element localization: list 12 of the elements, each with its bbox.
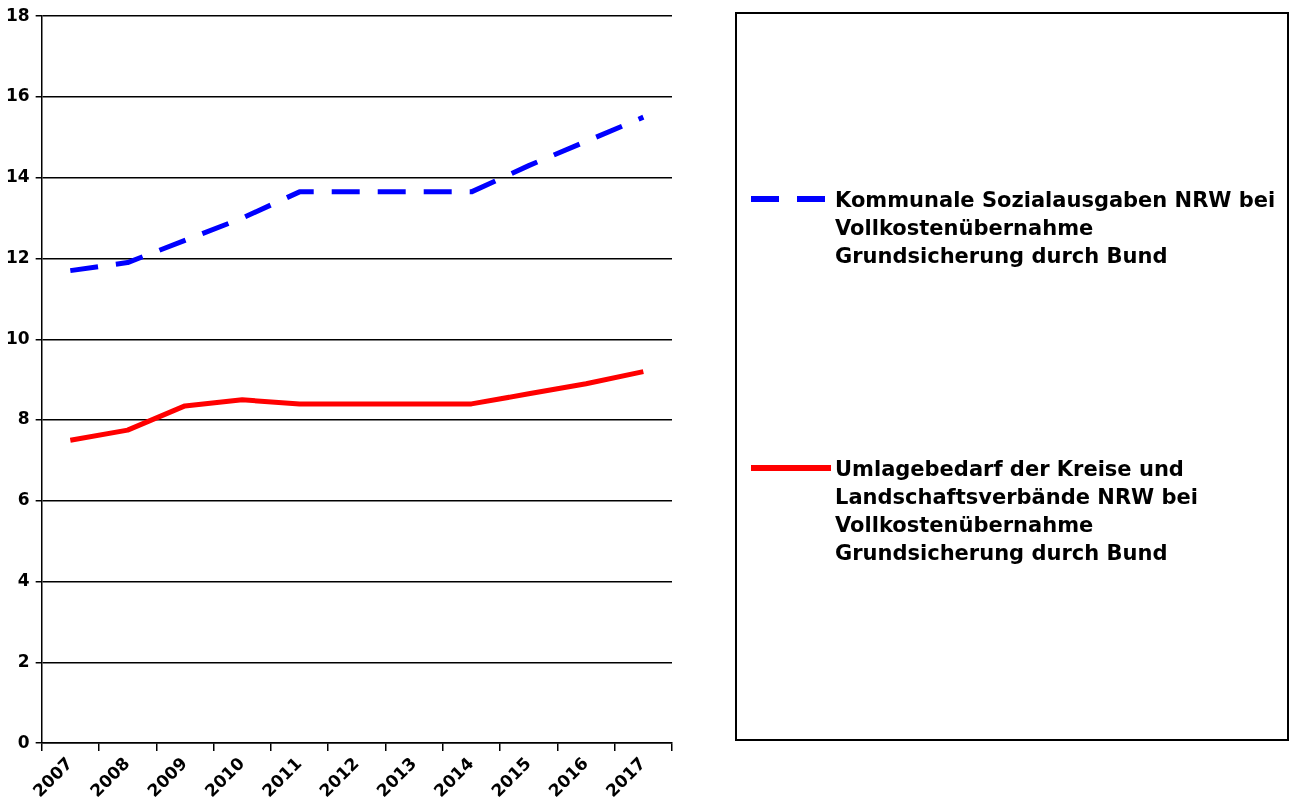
y-tick-label: 2	[17, 650, 30, 671]
y-tick-label: 6	[17, 489, 30, 510]
legend-label: Kommunale Sozialausgaben NRW bei Vollkostenübernahme Grundsicherung durch Bund	[835, 187, 1277, 271]
y-tick-label: 12	[5, 246, 30, 267]
y-tick-label: 10	[5, 327, 30, 348]
y-tick-label: 16	[5, 85, 30, 106]
y-tick-label: 14	[5, 166, 30, 187]
y-tick-label: 0	[17, 731, 30, 752]
y-tick-label: 4	[17, 570, 30, 590]
legend-label: Umlagebedarf der Kreise und Landschaftsverbände NRW bei Vollkostenübernahme Grundsicherung durch Bund	[835, 455, 1199, 567]
y-tick-label: 18	[5, 4, 30, 25]
y-tick-label: 8	[17, 408, 30, 429]
